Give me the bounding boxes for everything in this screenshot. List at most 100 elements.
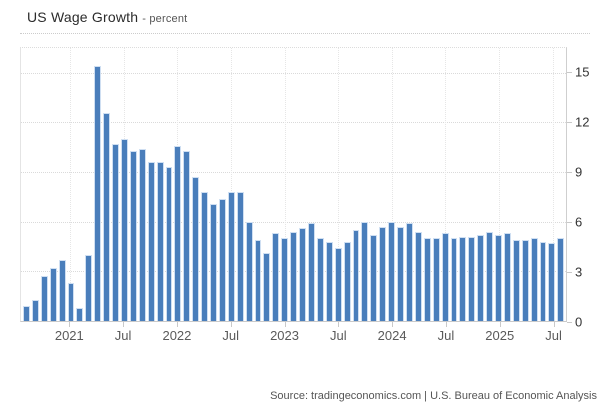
y-tick-mark [567, 172, 572, 173]
x-tick-mark [176, 322, 178, 327]
bar[interactable] [263, 253, 271, 321]
bar[interactable] [245, 221, 253, 321]
x-axis-tick-marks [20, 322, 567, 328]
y-tick-label: 6 [575, 214, 583, 230]
bar[interactable] [423, 238, 431, 321]
x-tick-mark [230, 322, 232, 327]
x-tick-label: 2021 [54, 328, 84, 343]
bar[interactable] [325, 241, 333, 321]
bar[interactable] [129, 150, 137, 321]
x-gridline [230, 48, 232, 321]
bar[interactable] [138, 148, 146, 321]
bar[interactable] [120, 139, 128, 321]
bar[interactable] [459, 236, 467, 321]
x-tick-label: Jul [114, 328, 132, 343]
bar[interactable] [290, 231, 298, 321]
bar[interactable] [512, 239, 520, 321]
bar[interactable] [227, 191, 235, 321]
x-gridline [552, 48, 554, 321]
bar[interactable] [441, 233, 449, 321]
bar[interactable] [414, 231, 422, 321]
bar[interactable] [495, 234, 502, 321]
bar[interactable] [530, 238, 538, 321]
x-tick-mark [499, 322, 501, 327]
y-tick-label: 12 [575, 114, 590, 130]
bar[interactable] [379, 226, 387, 321]
bar[interactable] [112, 143, 119, 321]
y-gridline [21, 122, 566, 124]
y-axis-labels: 0 3 6 9 12 15 [575, 47, 605, 330]
bar[interactable] [76, 307, 84, 321]
bar[interactable] [432, 238, 440, 321]
y-tick-mark [567, 322, 572, 323]
y-tick-mark [567, 122, 572, 123]
y-tick-mark [567, 222, 572, 223]
chart-plot-area [20, 47, 567, 322]
bar[interactable] [352, 230, 360, 321]
bar[interactable] [388, 221, 396, 321]
bar[interactable] [334, 248, 342, 321]
bar[interactable] [405, 223, 413, 321]
bar[interactable] [450, 238, 458, 321]
y-tick-mark [567, 72, 572, 73]
bar[interactable] [316, 238, 324, 321]
bar[interactable] [85, 254, 93, 321]
bar[interactable] [548, 243, 556, 321]
bar[interactable] [49, 268, 57, 321]
bar[interactable] [236, 191, 244, 321]
bar[interactable] [477, 234, 485, 321]
bar[interactable] [299, 228, 306, 321]
bar[interactable] [397, 226, 404, 321]
bar[interactable] [486, 231, 494, 321]
y-tick-label: 15 [575, 64, 590, 80]
x-gridline [445, 48, 447, 321]
bar[interactable] [103, 112, 111, 321]
bar[interactable] [147, 162, 155, 321]
source-attribution: Source: tradingeconomics.com | U.S. Bure… [270, 390, 597, 402]
bar[interactable] [281, 238, 289, 321]
bar[interactable] [192, 177, 200, 321]
bar[interactable] [272, 233, 280, 321]
bar[interactable] [165, 167, 173, 321]
x-tick-mark [392, 322, 394, 327]
bar[interactable] [174, 145, 182, 321]
x-gridline [70, 48, 72, 321]
chart-subtitle-unit: - percent [142, 13, 188, 25]
y-axis-tick-marks [567, 47, 573, 323]
bar[interactable] [58, 259, 66, 321]
x-tick-mark [445, 322, 447, 327]
x-tick-mark [553, 322, 555, 327]
y-gridline [21, 172, 566, 174]
x-tick-mark [69, 322, 71, 327]
bar[interactable] [343, 241, 351, 321]
x-tick-label: 2025 [485, 328, 515, 343]
bar[interactable] [503, 233, 511, 321]
bar[interactable] [468, 236, 476, 321]
bar[interactable] [210, 203, 217, 321]
bar[interactable] [254, 239, 262, 321]
bar[interactable] [308, 223, 315, 321]
bar[interactable] [40, 276, 48, 321]
bar[interactable] [370, 234, 378, 321]
bar[interactable] [521, 239, 529, 321]
bar[interactable] [31, 299, 39, 321]
y-tick-label: 9 [575, 164, 583, 180]
y-gridline [21, 221, 566, 223]
bar[interactable] [183, 150, 191, 321]
bar[interactable] [23, 306, 30, 321]
x-tick-label: Jul [330, 328, 347, 343]
bar[interactable] [539, 241, 547, 321]
y-tick-label: 3 [575, 264, 583, 280]
bar[interactable] [557, 238, 565, 321]
bar[interactable] [67, 282, 75, 321]
x-gridline [498, 48, 500, 321]
bar[interactable] [94, 66, 102, 321]
bar[interactable] [201, 191, 209, 321]
bar[interactable] [361, 221, 369, 321]
bar[interactable] [156, 162, 164, 321]
bar[interactable] [218, 198, 226, 321]
y-tick-mark [567, 272, 572, 273]
x-tick-label: 2022 [162, 328, 192, 343]
x-gridline [338, 48, 340, 321]
x-gridline [284, 48, 286, 321]
